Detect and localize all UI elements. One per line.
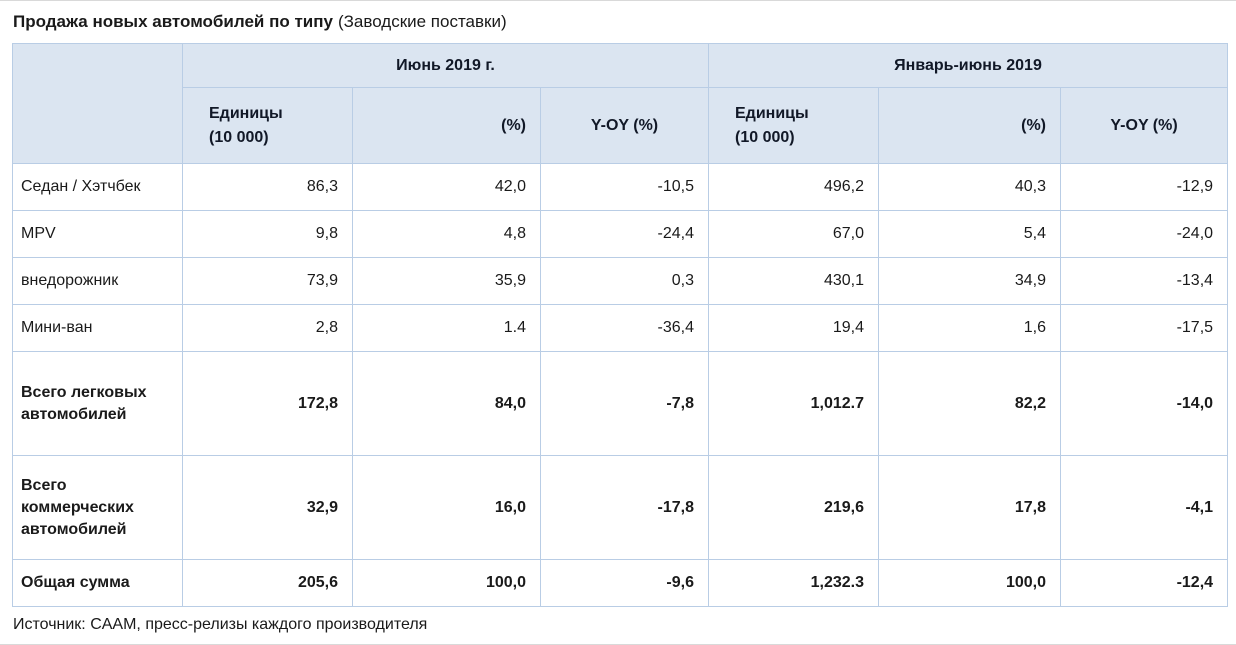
data-cell: 205,6: [182, 559, 353, 607]
data-cell: -14,0: [1059, 351, 1229, 456]
data-cell: 0,3: [540, 257, 709, 305]
group-header-row: Июнь 2019 г. Январь-июнь 2019: [12, 43, 1229, 164]
row-label: Общая сумма: [12, 559, 183, 607]
table-row-total-commercial: Всего коммерческих автомобилей 32,9 16,0…: [12, 455, 1229, 560]
row-label: MPV: [12, 210, 183, 258]
column-header-yoy-ytd: Y-OY (%): [1059, 87, 1229, 164]
sales-table: Июнь 2019 г. Январь-июнь 2019 Единицы (1…: [12, 43, 1229, 607]
data-cell: -9,6: [540, 559, 709, 607]
data-cell: 67,0: [708, 210, 879, 258]
data-cell: 1,232.3: [708, 559, 879, 607]
data-cell: -12,9: [1059, 163, 1229, 211]
data-cell: 172,8: [182, 351, 353, 456]
table-row: MPV 9,8 4,8 -24,4 67,0 5,4 -24,0: [12, 210, 1229, 258]
data-cell: -24,4: [540, 210, 709, 258]
data-cell: 73,9: [182, 257, 353, 305]
column-header-units-ytd: Единицы (10 000): [708, 87, 879, 164]
row-label: Седан / Хэтчбек: [12, 163, 183, 211]
data-cell: 84,0: [352, 351, 541, 456]
column-header-yoy-june: Y-OY (%): [540, 87, 709, 164]
data-cell: 40,3: [878, 163, 1061, 211]
title-subtitle: (Заводские поставки): [337, 12, 507, 31]
page-title: Продажа новых автомобилей по типу (Заводс…: [13, 10, 1226, 34]
corner-cell: [12, 43, 183, 164]
data-cell: 496,2: [708, 163, 879, 211]
data-cell: 82,2: [878, 351, 1061, 456]
data-cell: 9,8: [182, 210, 353, 258]
data-cell: 19,4: [708, 304, 879, 352]
column-header-units-june: Единицы (10 000): [182, 87, 353, 164]
data-cell: 430,1: [708, 257, 879, 305]
data-cell: -10,5: [540, 163, 709, 211]
table-row: внедорожник 73,9 35,9 0,3 430,1 34,9 -13…: [12, 257, 1229, 305]
data-cell: 100,0: [878, 559, 1061, 607]
title-main: Продажа новых автомобилей по типу: [13, 12, 333, 31]
column-header-pct-ytd: (%): [878, 87, 1061, 164]
data-cell: 219,6: [708, 455, 879, 560]
data-cell: 5,4: [878, 210, 1061, 258]
data-cell: 42,0: [352, 163, 541, 211]
data-cell: -7,8: [540, 351, 709, 456]
data-cell: 4,8: [352, 210, 541, 258]
data-cell: -4,1: [1059, 455, 1229, 560]
data-cell: -36,4: [540, 304, 709, 352]
data-cell: 86,3: [182, 163, 353, 211]
data-cell: 2,8: [182, 304, 353, 352]
data-cell: -24,0: [1059, 210, 1229, 258]
row-label: Всего легковых автомобилей: [12, 351, 183, 456]
data-cell: 34,9: [878, 257, 1061, 305]
data-cell: 1.4: [352, 304, 541, 352]
data-cell: 16,0: [352, 455, 541, 560]
row-label: внедорожник: [12, 257, 183, 305]
table-row: Седан / Хэтчбек 86,3 42,0 -10,5 496,2 40…: [12, 163, 1229, 211]
data-cell: -17,8: [540, 455, 709, 560]
row-label: Мини-ван: [12, 304, 183, 352]
data-cell: -13,4: [1059, 257, 1229, 305]
data-cell: 17,8: [878, 455, 1061, 560]
data-cell: 32,9: [182, 455, 353, 560]
sub-header-row: Единицы (10 000) (%) Y-OY (%) Единицы (1…: [13, 87, 1229, 164]
table-row-total-passenger: Всего легковых автомобилей 172,8 84,0 -7…: [12, 351, 1229, 456]
row-label: Всего коммерческих автомобилей: [12, 455, 183, 560]
data-cell: 100,0: [352, 559, 541, 607]
table-body: Седан / Хэтчбек 86,3 42,0 -10,5 496,2 40…: [12, 163, 1229, 607]
group-header-jan-june: Январь-июнь 2019: [707, 43, 1229, 88]
table-row-grand-total: Общая сумма 205,6 100,0 -9,6 1,232.3 100…: [12, 559, 1229, 607]
table-row: Мини-ван 2,8 1.4 -36,4 19,4 1,6 -17,5: [12, 304, 1229, 352]
group-header-june: Июнь 2019 г.: [182, 43, 709, 88]
data-cell: 1,6: [878, 304, 1061, 352]
data-cell: 1,012.7: [708, 351, 879, 456]
data-cell: -17,5: [1059, 304, 1229, 352]
data-cell: -12,4: [1059, 559, 1229, 607]
table-header: Июнь 2019 г. Январь-июнь 2019 Единицы (1…: [12, 43, 1229, 164]
column-header-pct-june: (%): [352, 87, 541, 164]
source-note: Источник: CAAM, пресс-релизы каждого про…: [13, 616, 428, 633]
data-cell: 35,9: [352, 257, 541, 305]
